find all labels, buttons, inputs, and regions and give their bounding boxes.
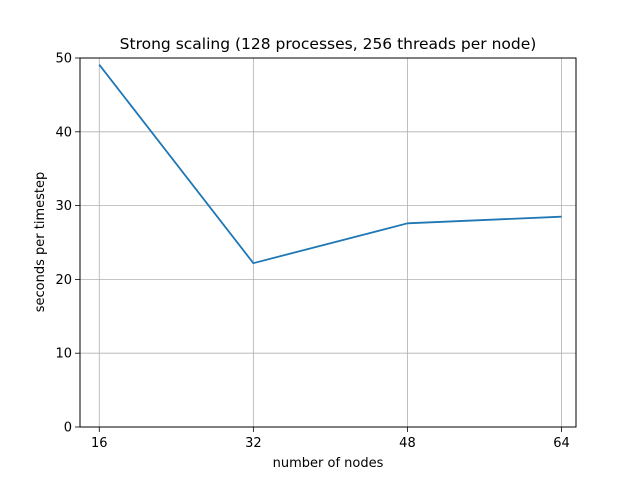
plot-area-frame [79, 57, 577, 428]
y-tick-label-0: 0 [64, 421, 72, 436]
y-tick-label-10: 10 [55, 347, 72, 362]
y-tick-label-50: 50 [55, 52, 72, 67]
series-group [98, 64, 562, 265]
chart-title: Strong scaling (128 processes, 256 threa… [120, 35, 537, 53]
x-axis-label: number of nodes [273, 456, 384, 471]
series-line-0 [98, 64, 562, 265]
y-tick-label-40: 40 [55, 125, 72, 140]
x-tick-label-32: 32 [245, 436, 262, 451]
y-tick-label-30: 30 [55, 199, 72, 214]
x-tick-label-16: 16 [91, 436, 108, 451]
y-tick-label-20: 20 [55, 273, 72, 288]
x-tick-label-48: 48 [399, 436, 416, 451]
y-axis-label: seconds per timestep [33, 172, 48, 313]
x-tick-label-64: 64 [553, 436, 570, 451]
y-axis-ticks: 0 10 20 30 40 50 [55, 52, 80, 436]
x-axis-ticks: 16 32 48 64 [91, 427, 570, 451]
